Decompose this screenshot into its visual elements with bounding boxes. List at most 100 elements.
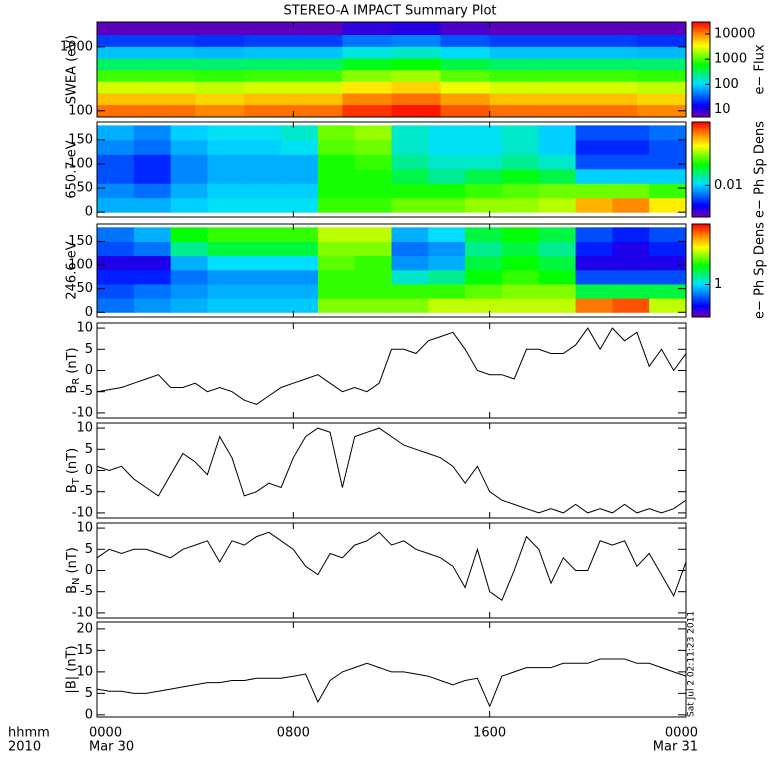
heatmap-cell bbox=[317, 283, 356, 299]
heatmap-cell bbox=[146, 22, 196, 36]
heatmap-cell bbox=[293, 22, 343, 36]
heatmap-cell bbox=[354, 298, 392, 313]
timestamp: Sat Jul 2 02:11:23 2011 bbox=[687, 611, 697, 717]
y-tick-label: 15 bbox=[76, 643, 93, 658]
heatmap-cell bbox=[391, 168, 429, 184]
heatmap-cell bbox=[354, 283, 392, 299]
heatmap-cell bbox=[612, 139, 650, 155]
y-tick-label: 5 bbox=[85, 686, 93, 701]
y-label-subscript: R bbox=[71, 378, 82, 385]
heatmap-cell bbox=[440, 34, 491, 47]
heatmap-cell bbox=[575, 125, 613, 141]
heatmap-cell bbox=[428, 168, 466, 184]
heatmap-cell bbox=[649, 283, 687, 299]
heatmap-cell bbox=[428, 255, 466, 271]
heatmap-cell bbox=[244, 104, 294, 118]
panel-frame bbox=[96, 522, 687, 619]
heatmap-cell bbox=[538, 269, 577, 285]
heatmap-cell bbox=[244, 241, 282, 257]
heatmap-cell bbox=[244, 46, 294, 59]
heatmap-cell bbox=[428, 183, 466, 199]
heatmap-cell bbox=[317, 125, 356, 141]
heatmap-cell bbox=[317, 183, 356, 199]
heatmap-cell bbox=[317, 197, 356, 213]
heatmap-cell bbox=[440, 104, 491, 118]
heatmap-cell bbox=[538, 69, 589, 82]
heatmap-cell bbox=[428, 241, 466, 257]
heatmap-cell bbox=[428, 125, 466, 141]
heatmap-cell bbox=[575, 139, 613, 155]
colorbar-label: e− Ph Sp Dens bbox=[753, 121, 768, 218]
heatmap-cell bbox=[440, 69, 491, 82]
heatmap-cell bbox=[281, 125, 319, 141]
heatmap-cell bbox=[97, 92, 147, 106]
heatmap-cell bbox=[636, 81, 687, 94]
heatmap-cell bbox=[538, 57, 589, 71]
heatmap-cell bbox=[293, 81, 343, 94]
heatmap-cell bbox=[465, 269, 503, 285]
heatmap-cell bbox=[281, 154, 319, 170]
heatmap-cell bbox=[428, 269, 466, 285]
colorbar-tick-label: 10000 bbox=[714, 26, 755, 41]
data-line bbox=[97, 427, 686, 514]
heatmap-cell bbox=[465, 283, 503, 299]
heatmap-cell bbox=[244, 34, 294, 47]
heatmap-cell bbox=[538, 227, 577, 242]
heatmap-cell bbox=[354, 125, 392, 141]
heatmap-cell bbox=[207, 269, 245, 285]
heatmap-cell bbox=[501, 125, 540, 141]
heatmap-cell bbox=[244, 92, 294, 106]
heatmap-cell bbox=[133, 139, 172, 155]
heatmap-cell bbox=[170, 183, 208, 199]
y-tick-label: 20 bbox=[76, 621, 93, 636]
heatmap-cell bbox=[195, 104, 245, 118]
heatmap-cell bbox=[97, 298, 135, 313]
heatmap-cell bbox=[636, 104, 687, 118]
heatmap-cell bbox=[612, 183, 650, 199]
colorbar-label: e− Ph Sp Dens bbox=[753, 222, 768, 319]
heatmap-cell bbox=[465, 183, 503, 199]
heatmap-cell bbox=[391, 139, 429, 155]
y-tick-label: 150 bbox=[68, 234, 93, 249]
heatmap-cell bbox=[501, 255, 540, 271]
heatmap-cell bbox=[612, 168, 650, 184]
heatmap-cell bbox=[538, 298, 577, 313]
heatmap-cell bbox=[391, 57, 442, 71]
x-axis-sublabel: 2010 bbox=[8, 740, 41, 755]
heatmap-cell bbox=[133, 125, 172, 141]
heatmap-cell bbox=[501, 269, 540, 285]
heatmap-cell bbox=[575, 283, 613, 299]
x-tick-label: 0000 bbox=[89, 726, 122, 741]
y-tick-label: -10 bbox=[72, 605, 93, 620]
heatmap-cell bbox=[649, 139, 687, 155]
panel-frame bbox=[96, 21, 687, 118]
y-label-main: B bbox=[65, 585, 80, 594]
heatmap-cell bbox=[195, 81, 245, 94]
y-tick-label: 5 bbox=[85, 442, 93, 457]
y-tick-label: 0 bbox=[85, 305, 93, 320]
heatmap-cell bbox=[636, 34, 687, 47]
y-axis-label: 246.6 eV bbox=[65, 241, 80, 299]
heatmap-cell bbox=[587, 34, 638, 47]
heatmap-cell bbox=[538, 125, 577, 141]
heatmap-cell bbox=[133, 168, 172, 184]
y-label-suffix: (nT) bbox=[65, 547, 80, 573]
heatmap-cell bbox=[244, 81, 294, 94]
y-axis-label: |B| (nT) bbox=[65, 645, 80, 693]
y-tick-label: 10 bbox=[76, 521, 93, 536]
heatmap-cell bbox=[428, 227, 466, 242]
heatmap-cell bbox=[391, 255, 429, 271]
heatmap-cell bbox=[281, 298, 319, 313]
heatmap-cell bbox=[391, 69, 442, 82]
heatmap-cell bbox=[146, 57, 196, 71]
heatmap-cell bbox=[342, 22, 392, 36]
heatmap-cell bbox=[612, 269, 650, 285]
heatmap-cell bbox=[281, 139, 319, 155]
heatmap-cell bbox=[170, 269, 208, 285]
heatmap-cell bbox=[207, 197, 245, 213]
heatmap-cell bbox=[97, 168, 135, 184]
heatmap-cell bbox=[612, 154, 650, 170]
heatmap-cell bbox=[538, 154, 577, 170]
heatmap-cell bbox=[538, 139, 577, 155]
heatmap-cell bbox=[636, 57, 687, 71]
